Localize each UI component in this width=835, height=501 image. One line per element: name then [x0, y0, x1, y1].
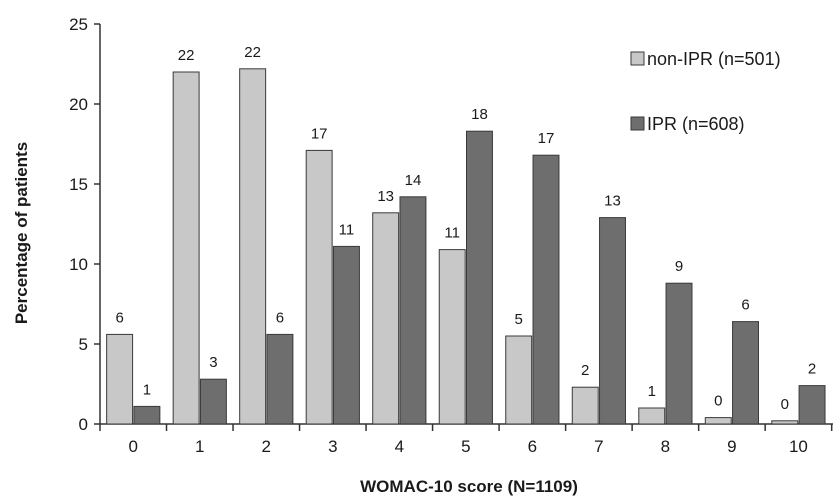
bar-non-ipr-2 — [239, 68, 267, 425]
bar-non-ipr-1 — [172, 71, 200, 425]
bar-ipr-5 — [466, 130, 493, 425]
data-label-non-ipr-0: 6 — [115, 309, 123, 326]
x-tick-label: 7 — [594, 437, 603, 456]
bar-non-ipr-5 — [438, 249, 466, 425]
data-label-ipr-0: 1 — [143, 381, 151, 398]
data-label-non-ipr-6: 5 — [515, 311, 523, 328]
bar-non-ipr-8 — [638, 407, 666, 425]
bar-non-ipr-4 — [372, 212, 400, 425]
bars — [106, 68, 826, 425]
data-label-non-ipr-4: 13 — [377, 188, 394, 205]
bar-ipr-1 — [199, 378, 227, 425]
bar-ipr-8 — [665, 282, 693, 425]
y-axis-title: Percentage of patients — [12, 142, 31, 324]
data-label-ipr-3: 11 — [339, 221, 355, 238]
x-tick-label: 6 — [528, 437, 537, 456]
data-label-non-ipr-1: 22 — [178, 47, 195, 64]
bar-ipr-10 — [798, 385, 826, 425]
data-label-non-ipr-5: 11 — [444, 225, 460, 242]
x-tick-label: 10 — [789, 437, 808, 456]
bar-non-ipr-10 — [771, 420, 799, 425]
x-tick-label: 4 — [395, 437, 404, 456]
legend-swatch-non-ipr — [630, 51, 645, 66]
data-label-non-ipr-2: 22 — [244, 44, 261, 61]
y-tick-label: 25 — [69, 15, 88, 34]
y-tick-label: 15 — [69, 175, 88, 194]
legend-swatch-ipr — [630, 116, 645, 131]
x-tick-label: 2 — [262, 437, 271, 456]
bar-non-ipr-6 — [505, 335, 533, 425]
legend: non-IPR (n=501) IPR (n=608) — [630, 49, 781, 134]
data-label-ipr-4: 14 — [405, 172, 422, 189]
bar-ipr-4 — [399, 196, 427, 425]
x-tick-label: 0 — [129, 437, 138, 456]
x-tick-label: 9 — [727, 437, 736, 456]
y-tick-label: 10 — [69, 255, 88, 274]
bar-ipr-2 — [266, 333, 294, 425]
data-label-ipr-8: 9 — [675, 258, 683, 275]
bar-ipr-0 — [133, 405, 161, 425]
data-label-non-ipr-8: 1 — [648, 383, 656, 400]
x-tick-label: 3 — [328, 437, 337, 456]
data-label-ipr-1: 3 — [209, 354, 217, 371]
bar-ipr-3 — [332, 245, 360, 425]
data-label-ipr-5: 18 — [471, 106, 488, 123]
bar-non-ipr-3 — [305, 149, 333, 425]
data-label-ipr-9: 6 — [741, 297, 749, 314]
data-label-non-ipr-10: 0 — [781, 396, 789, 413]
x-axis-title: WOMAC-10 score (N=1109) — [360, 477, 578, 496]
legend-label-ipr: IPR (n=608) — [647, 114, 745, 134]
data-label-non-ipr-3: 17 — [311, 125, 328, 142]
y-tick-label: 5 — [79, 335, 88, 354]
data-label-ipr-2: 6 — [276, 309, 284, 326]
bar-non-ipr-7 — [571, 386, 599, 425]
x-tick-label: 5 — [461, 437, 470, 456]
data-label-non-ipr-9: 0 — [714, 393, 722, 410]
y-tick-label: 20 — [69, 95, 88, 114]
data-label-non-ipr-7: 2 — [581, 362, 589, 379]
bar-ipr-6 — [532, 154, 560, 425]
bar-ipr-7 — [599, 217, 626, 425]
x-tick-label: 1 — [195, 437, 204, 456]
data-label-ipr-7: 13 — [604, 193, 621, 210]
data-label-ipr-6: 17 — [538, 130, 555, 147]
data-label-ipr-10: 2 — [808, 361, 816, 378]
y-tick-label: 0 — [79, 415, 88, 434]
bar-ipr-9 — [732, 321, 760, 425]
data-labels: 6 1 22 3 22 6 17 11 13 14 11 18 5 17 2 13 1 9 0 6 0 2 — [115, 44, 816, 413]
bar-non-ipr-9 — [704, 417, 732, 425]
legend-label-non-ipr: non-IPR (n=501) — [647, 49, 781, 69]
bar-non-ipr-0 — [106, 333, 134, 425]
x-tick-label: 8 — [661, 437, 670, 456]
